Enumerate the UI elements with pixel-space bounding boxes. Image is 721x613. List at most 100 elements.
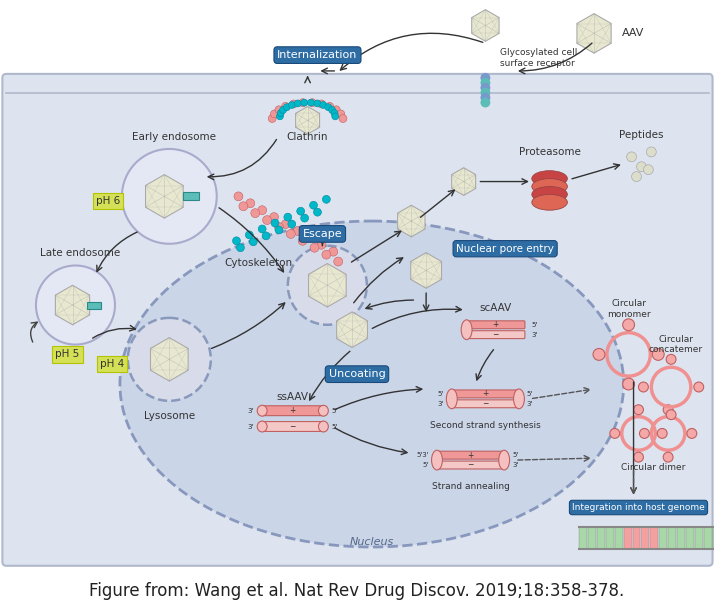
Text: 5': 5' (532, 322, 538, 328)
Ellipse shape (446, 389, 457, 409)
Circle shape (639, 382, 648, 392)
FancyBboxPatch shape (466, 321, 525, 329)
Circle shape (270, 110, 278, 118)
Circle shape (288, 220, 296, 228)
Ellipse shape (532, 170, 567, 186)
Circle shape (334, 257, 342, 266)
Bar (668, 527, 676, 549)
Circle shape (480, 93, 490, 102)
Text: 5': 5' (438, 391, 444, 397)
Circle shape (320, 102, 327, 109)
Circle shape (339, 115, 347, 123)
Text: Integration into host genome: Integration into host genome (572, 503, 705, 512)
Ellipse shape (319, 405, 328, 416)
Circle shape (281, 219, 291, 229)
Circle shape (251, 208, 260, 218)
Circle shape (128, 318, 211, 401)
Circle shape (593, 348, 605, 360)
Text: 5': 5' (512, 452, 518, 458)
Circle shape (480, 83, 490, 93)
Circle shape (307, 99, 314, 106)
Text: Cytoskeleton: Cytoskeleton (224, 257, 292, 268)
Circle shape (245, 231, 253, 239)
Circle shape (694, 382, 704, 392)
Text: Figure from: Wang et al. Nat Rev Drug Discov. 2019;18:358-378.: Figure from: Wang et al. Nat Rev Drug Di… (89, 582, 624, 601)
Text: 5': 5' (331, 424, 337, 430)
Circle shape (234, 192, 243, 201)
Circle shape (332, 113, 339, 120)
Ellipse shape (432, 450, 443, 470)
Circle shape (301, 214, 309, 222)
Bar (597, 527, 605, 549)
Circle shape (627, 152, 637, 162)
Circle shape (284, 213, 292, 221)
Bar (588, 527, 596, 549)
Ellipse shape (257, 421, 267, 432)
Circle shape (309, 201, 317, 209)
Text: ssAAV: ssAAV (277, 392, 309, 402)
Text: Internalization: Internalization (278, 50, 358, 60)
Circle shape (301, 99, 308, 106)
Bar (579, 527, 587, 549)
Circle shape (314, 208, 322, 216)
Text: AAV: AAV (622, 28, 644, 39)
Circle shape (326, 102, 334, 110)
Circle shape (623, 319, 634, 330)
Polygon shape (56, 285, 89, 325)
Circle shape (640, 428, 650, 438)
Bar (695, 527, 703, 549)
Circle shape (643, 165, 653, 175)
Circle shape (290, 100, 298, 108)
Text: Glycosylated cell
surface receptor: Glycosylated cell surface receptor (500, 48, 578, 68)
FancyBboxPatch shape (451, 400, 520, 408)
Text: Nuclear pore entry: Nuclear pore entry (456, 244, 554, 254)
Text: Circular
monomer: Circular monomer (607, 299, 650, 319)
Circle shape (246, 199, 255, 208)
Circle shape (233, 237, 240, 245)
Circle shape (236, 244, 244, 252)
Circle shape (687, 428, 696, 438)
Text: Early endosome: Early endosome (132, 132, 216, 142)
Text: 3': 3' (438, 401, 444, 407)
Circle shape (239, 202, 248, 211)
Text: 3': 3' (512, 462, 518, 468)
Circle shape (480, 88, 490, 97)
Circle shape (305, 234, 314, 242)
Circle shape (275, 226, 283, 234)
Bar (615, 527, 623, 549)
Circle shape (331, 110, 338, 116)
Bar (712, 527, 720, 549)
Circle shape (275, 223, 283, 232)
Text: 3': 3' (532, 332, 538, 338)
Circle shape (332, 106, 340, 114)
Polygon shape (411, 253, 441, 288)
Circle shape (288, 102, 296, 109)
Circle shape (658, 428, 667, 438)
Text: −: − (467, 460, 474, 470)
Text: Circular dimer: Circular dimer (621, 463, 686, 472)
Circle shape (298, 237, 307, 245)
Ellipse shape (532, 186, 567, 202)
Bar (677, 527, 685, 549)
Polygon shape (472, 10, 499, 41)
Circle shape (309, 99, 317, 107)
Bar (632, 527, 640, 549)
Circle shape (317, 240, 326, 249)
Circle shape (286, 229, 295, 238)
Circle shape (634, 405, 643, 414)
Circle shape (262, 232, 270, 240)
Polygon shape (151, 338, 188, 381)
Text: 3': 3' (248, 424, 255, 430)
Circle shape (271, 219, 279, 227)
Ellipse shape (532, 194, 567, 210)
Circle shape (293, 226, 302, 235)
Circle shape (310, 243, 319, 252)
Ellipse shape (461, 320, 472, 340)
Circle shape (249, 238, 257, 246)
Text: Late endosome: Late endosome (40, 248, 120, 257)
Circle shape (282, 102, 290, 110)
Circle shape (288, 246, 367, 325)
Bar (183, 192, 199, 200)
Ellipse shape (120, 221, 624, 547)
Circle shape (329, 247, 337, 256)
